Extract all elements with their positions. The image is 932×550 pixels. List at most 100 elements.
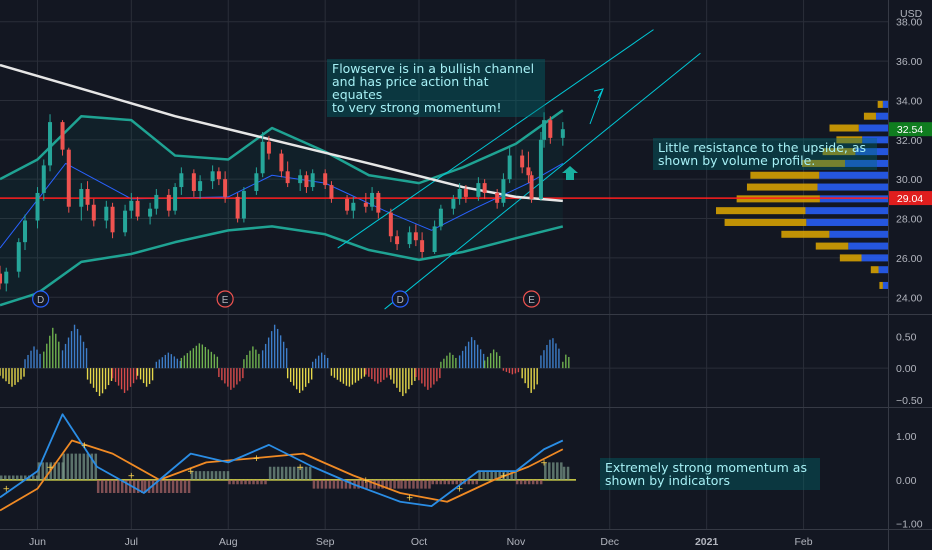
volume-profile-up-bar bbox=[855, 148, 888, 156]
oscillator-2-bar bbox=[264, 479, 267, 485]
candle-body bbox=[154, 194, 159, 209]
channel-upper-line bbox=[337, 29, 654, 249]
volume-profile-up-bar bbox=[862, 136, 888, 144]
oscillator-2-bar bbox=[100, 479, 104, 493]
oscillator-2-bar bbox=[320, 479, 324, 489]
oscillator-2-bar bbox=[443, 479, 446, 485]
price-tick-label: 36.00 bbox=[896, 56, 922, 68]
candle-body bbox=[351, 202, 356, 211]
oscillator-2-bar bbox=[82, 453, 86, 480]
dividend-event-marker bbox=[32, 290, 50, 308]
oscillator-2-bar bbox=[8, 475, 11, 480]
volume-profile-down-bar bbox=[879, 281, 883, 289]
oscillator-2-bar bbox=[74, 453, 78, 480]
volume-profile-down-bar bbox=[716, 207, 806, 215]
price-tick-label: 28.00 bbox=[896, 214, 922, 226]
oscillator-2-bar bbox=[510, 471, 513, 480]
oscillator-2-bar bbox=[519, 479, 523, 485]
candle-body bbox=[279, 153, 284, 172]
oscillator-2-bar bbox=[514, 471, 517, 480]
candle-body bbox=[179, 173, 184, 188]
earnings-event-marker bbox=[216, 290, 234, 308]
oscillator-2-bar bbox=[66, 453, 70, 480]
bollinger-lower-line bbox=[0, 225, 564, 307]
price-tick-label: 34.00 bbox=[896, 95, 922, 107]
candle-body bbox=[363, 202, 368, 207]
candle-body bbox=[110, 206, 115, 233]
oscillator-2-bar bbox=[560, 462, 563, 480]
candle-body bbox=[35, 192, 40, 221]
level-price-label: 29.04 bbox=[897, 193, 923, 205]
candle-body bbox=[173, 187, 178, 211]
oscillator-2-bar bbox=[116, 479, 120, 493]
annotation-volume-profile: Little resistance to the upside, as show… bbox=[653, 138, 877, 170]
candle-body bbox=[210, 171, 215, 182]
oscillator-2-bar bbox=[304, 466, 308, 480]
oscillator-2-bar bbox=[300, 466, 304, 480]
candle-body bbox=[501, 179, 506, 203]
oscillator-2-tick-label: 0.00 bbox=[896, 475, 917, 487]
oscillator-2-bar bbox=[226, 471, 230, 480]
oscillator-2-signal-marker: + bbox=[500, 472, 508, 482]
oscillator-2-bar bbox=[467, 479, 470, 485]
oscillator-2-bar bbox=[194, 471, 198, 480]
oscillator-2-signal-marker: + bbox=[2, 485, 10, 495]
candle-body bbox=[495, 192, 500, 203]
time-tick-label: Nov bbox=[507, 536, 526, 548]
volume-profile-down-bar bbox=[863, 112, 876, 120]
oscillator-2-signal-marker: + bbox=[362, 476, 370, 486]
candle-body bbox=[0, 273, 2, 284]
oscillator-2-bar bbox=[163, 479, 167, 493]
oscillator-2-bar bbox=[147, 479, 151, 493]
oscillator-2-bar bbox=[292, 466, 296, 480]
time-tick-label: 2021 bbox=[695, 536, 719, 548]
candle-body bbox=[329, 185, 334, 199]
volume-profile-up-bar bbox=[878, 266, 888, 274]
volume-profile-up-bar bbox=[875, 112, 888, 120]
price-tick-label: 32.00 bbox=[896, 135, 922, 147]
oscillator-2-tick-label: 1.00 bbox=[896, 431, 917, 443]
oscillator-2-signal-marker: + bbox=[81, 441, 89, 451]
volume-profile-down-bar bbox=[870, 266, 879, 274]
oscillator-2-bar bbox=[431, 479, 434, 485]
oscillator-2-bar bbox=[566, 466, 570, 480]
oscillator-2-bar bbox=[344, 479, 348, 489]
volume-profile-up-bar bbox=[845, 159, 888, 167]
oscillator-2-bar bbox=[393, 479, 396, 489]
candle-body bbox=[85, 189, 90, 205]
price-tick-label: 38.00 bbox=[896, 17, 922, 29]
oscillator-2-bar bbox=[252, 479, 255, 485]
oscillator-2-bar bbox=[37, 462, 41, 480]
oscillator-2-bar bbox=[86, 453, 90, 480]
candle-body bbox=[104, 206, 109, 221]
oscillator-2-bar bbox=[404, 479, 407, 489]
oscillator-2-bar bbox=[552, 462, 555, 480]
oscillator-2-bar bbox=[527, 479, 531, 485]
candle-body bbox=[129, 200, 134, 211]
candle-body bbox=[323, 173, 328, 186]
oscillator-2-bar bbox=[539, 479, 543, 485]
oscillator-2-bar bbox=[435, 479, 438, 485]
oscillator-2-bar bbox=[471, 479, 474, 485]
oscillator-2-bar bbox=[175, 479, 179, 493]
oscillator-2-bar bbox=[348, 479, 352, 489]
oscillator-2-bar bbox=[4, 475, 7, 480]
oscillator-2-bar bbox=[206, 471, 210, 480]
oscillator-2-bar bbox=[340, 479, 344, 489]
volume-profile-down-bar bbox=[746, 183, 818, 191]
oscillator-2-bar bbox=[459, 479, 462, 485]
oscillator-2-bar bbox=[143, 479, 147, 493]
oscillator-2-bar bbox=[0, 475, 3, 480]
candle-body bbox=[345, 198, 350, 211]
oscillator-2-fast-line bbox=[0, 413, 564, 508]
oscillator-2-bar bbox=[478, 471, 481, 480]
candle-body bbox=[298, 175, 303, 184]
oscillator-2-bar bbox=[70, 453, 74, 480]
oscillator-2-bar bbox=[228, 479, 231, 485]
oscillator-2-bar bbox=[136, 479, 140, 493]
oscillator-2-bar bbox=[482, 471, 485, 480]
time-tick-label: Sep bbox=[316, 536, 335, 548]
oscillator-2-bar bbox=[187, 479, 191, 493]
candle-body bbox=[216, 171, 221, 180]
